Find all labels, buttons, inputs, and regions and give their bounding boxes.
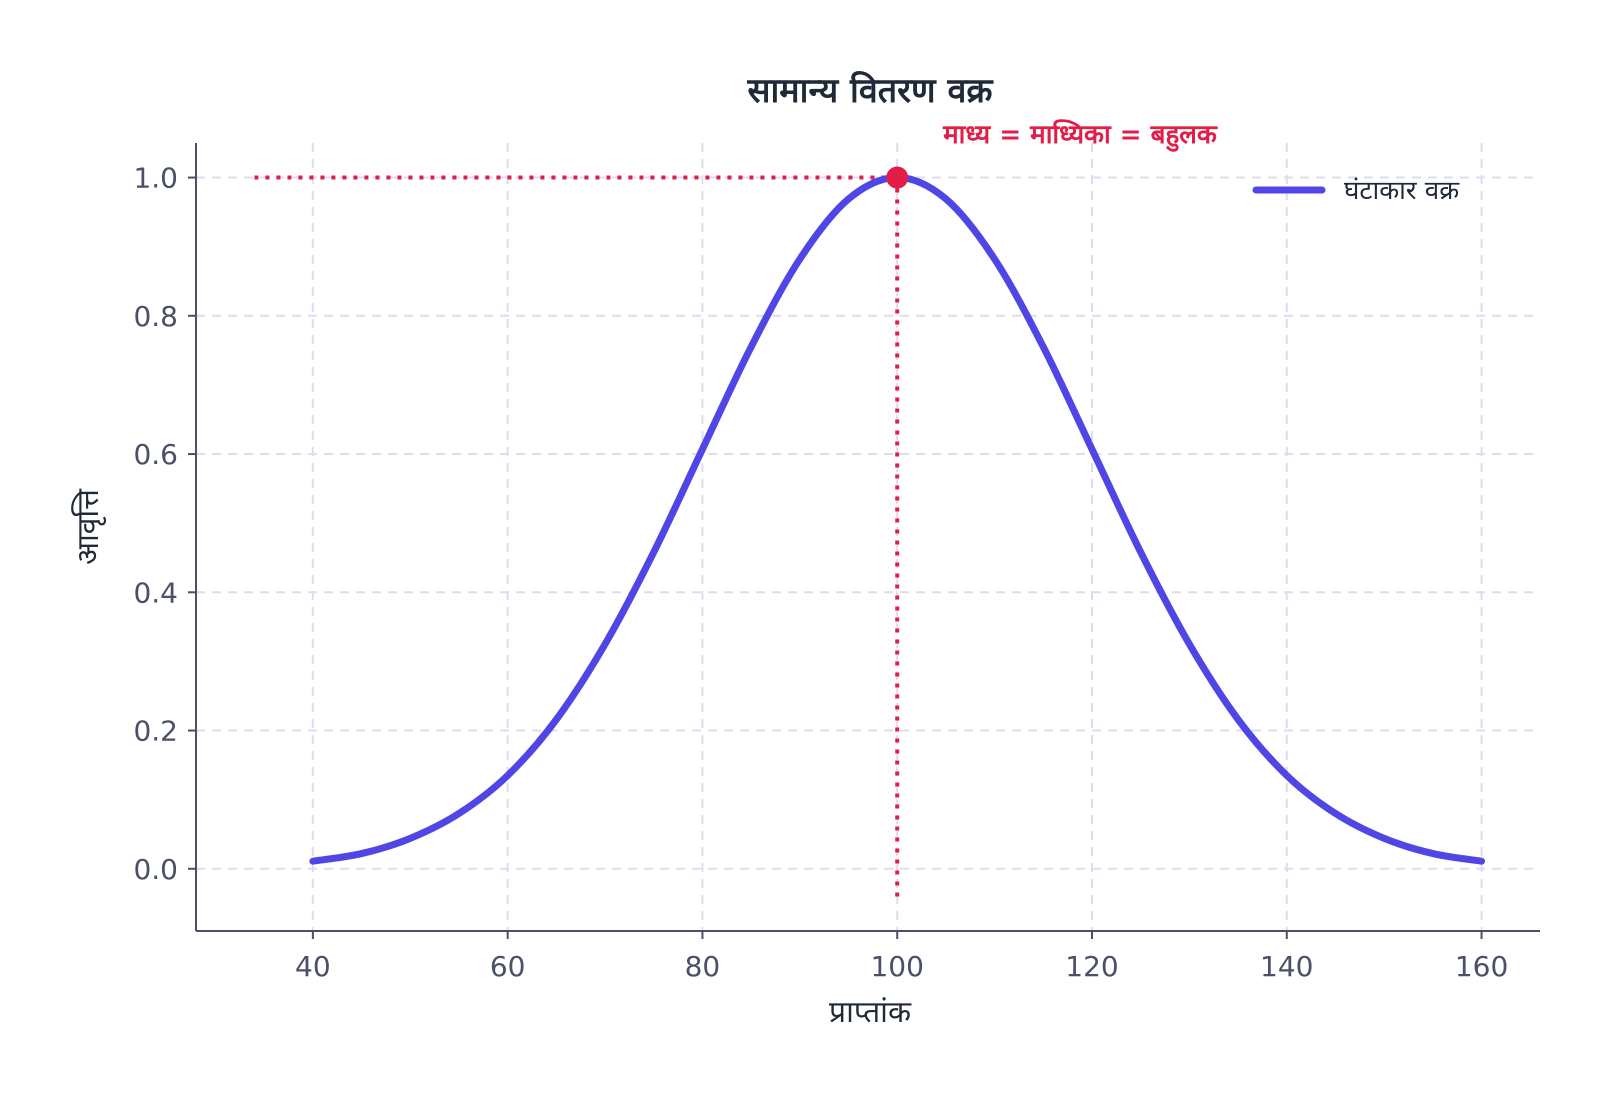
reference-lines [254, 175, 900, 897]
x-tick-label: 40 [295, 950, 331, 983]
y-tick-label: 0.4 [133, 576, 178, 609]
axes [188, 143, 1540, 939]
x-tick-label: 100 [870, 950, 923, 983]
x-tick-label: 140 [1260, 950, 1313, 983]
x-tick-label: 60 [490, 950, 526, 983]
y-axis-label: आवृत्ति [71, 488, 107, 565]
y-tick-label: 1.0 [133, 162, 178, 195]
chart-title: सामान्य वितरण वक्र [747, 70, 995, 111]
legend-label: घंटाकार वक्र [1344, 176, 1460, 206]
x-axis-label: प्राप्तांक [829, 995, 912, 1030]
peak-point [886, 166, 909, 189]
y-tick-label: 0.8 [133, 300, 178, 333]
y-tick-label: 0.6 [133, 438, 178, 471]
y-tick-label: 0.2 [133, 715, 178, 748]
x-tick-label: 80 [685, 950, 721, 983]
tick-labels: 40 60 80 100 120 140 160 0.0 0.2 0.4 0.6 0.8 1.0 [133, 162, 1508, 983]
peak-annotation: माध्य = माध्यिका = बहुलक [942, 119, 1218, 152]
y-tick-label: 0.0 [133, 853, 178, 886]
series-layer [309, 166, 1486, 865]
x-tick-label: 120 [1065, 950, 1118, 983]
x-tick-label: 160 [1455, 950, 1508, 983]
legend: घंटाकार वक्र [1252, 176, 1460, 206]
